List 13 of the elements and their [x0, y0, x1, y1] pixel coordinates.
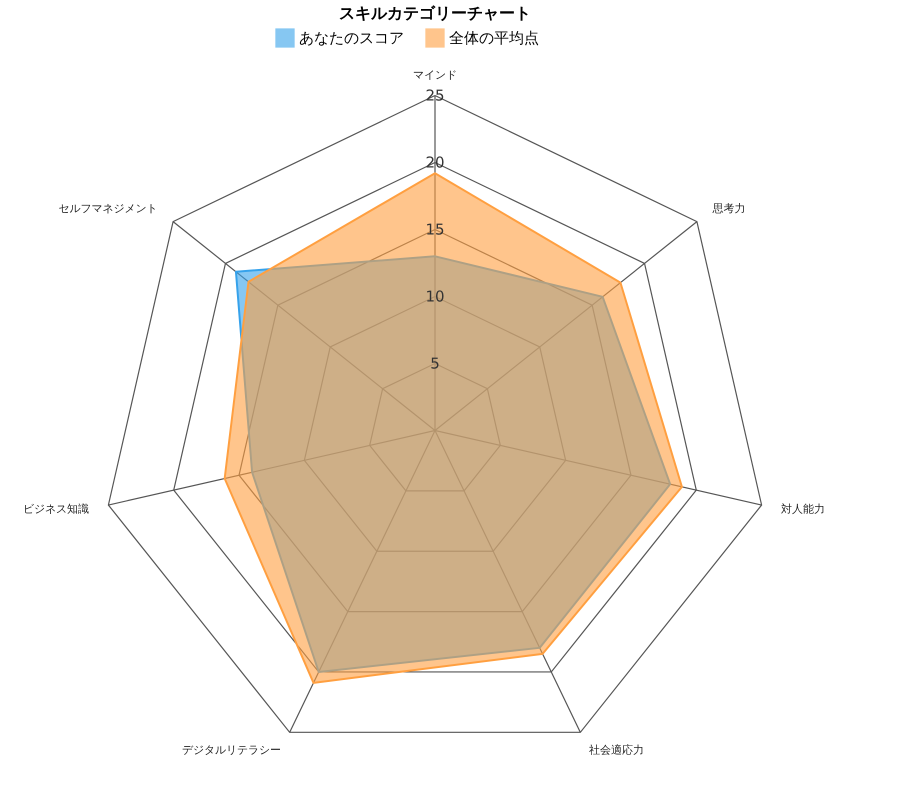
chart-title: スキルカテゴリーチャート: [339, 3, 531, 22]
y-tick-label: 5: [430, 354, 440, 372]
y-tick-label: 15: [425, 220, 445, 238]
y-tick-label: 10: [425, 288, 445, 306]
spoke-label: デジタルリテラシー: [182, 743, 281, 756]
legend-label: あなたのスコア: [299, 29, 404, 47]
spoke-label: セルフマネジメント: [58, 202, 158, 216]
legend-label: 全体の平均点: [449, 29, 539, 47]
spoke-label: 社会適応力: [589, 743, 644, 756]
spoke-label: マインド: [413, 68, 457, 82]
spoke-label: 対人能力: [781, 502, 826, 516]
spoke-label: 思考力: [712, 202, 746, 216]
spoke-label: ビジネス知識: [22, 502, 89, 516]
